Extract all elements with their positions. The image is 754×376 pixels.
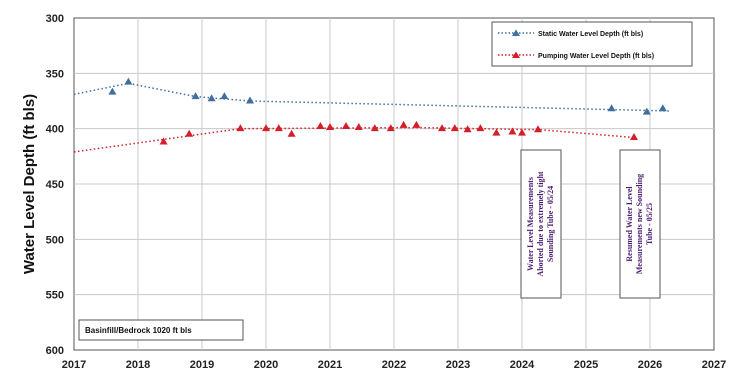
annotation-aborted-line-2: Aborted due to extremely tight — [536, 171, 545, 277]
x-tick-label: 2027 — [702, 359, 726, 371]
static-data-point — [220, 92, 229, 100]
pumping-data-point — [386, 124, 395, 132]
y-tick-label: 300 — [46, 13, 64, 25]
y-tick-label: 450 — [46, 179, 64, 191]
annotation-box-aborted — [520, 149, 562, 299]
annotation-resumed-line-1: Resumed Water Level — [625, 186, 634, 262]
x-tick-label: 2026 — [638, 359, 662, 371]
y-tick-label: 500 — [46, 234, 64, 246]
pumping-data-point — [412, 120, 421, 128]
y-tick-label: 400 — [46, 124, 64, 136]
static-data-point — [607, 104, 616, 112]
pumping-data-point — [438, 124, 446, 132]
pumping-data-point — [463, 125, 472, 133]
x-tick-label: 2021 — [318, 359, 342, 371]
x-tick-label: 2017 — [62, 359, 86, 371]
static-data-point — [658, 104, 667, 112]
x-tick-label: 2018 — [126, 359, 150, 371]
legend-pumping-marker — [512, 51, 520, 58]
annotation-aborted-line-3: Sounding Tube - 05/24 — [546, 186, 555, 262]
x-tick-label: 2019 — [190, 359, 214, 371]
static-data-point — [207, 94, 216, 102]
pumping-data-point — [630, 133, 638, 141]
y-tick-label: 550 — [46, 290, 64, 302]
x-tick-label: 2020 — [254, 359, 278, 371]
static-data-point — [108, 87, 117, 95]
data-markers — [108, 77, 667, 145]
x-tick-label: 2022 — [382, 359, 406, 371]
pumping-data-point — [370, 124, 379, 132]
pumping-data-point — [185, 129, 194, 137]
pumping-data-point — [476, 124, 485, 132]
pumping-data-point — [450, 124, 459, 132]
static-data-point — [124, 77, 133, 85]
tick-labels: 2017 2018 2019 2020 2021 2022 2023 2024 2025 2026… — [46, 13, 727, 371]
pumping-data-point — [399, 120, 408, 128]
legend-static-label: Static Water Level Depth (ft bls) — [538, 31, 643, 38]
aquifer-label-box — [78, 319, 244, 341]
legend — [491, 21, 693, 67]
pumping-data-point — [287, 129, 296, 137]
annotation-box-resumed — [619, 149, 661, 299]
y-tick-label: 600 — [46, 345, 64, 357]
pumping-data-point — [326, 123, 334, 131]
pumping-data-point — [354, 123, 363, 131]
pumping-data-point — [262, 124, 270, 132]
annotation-resumed-line-3: Tube - 05/25 — [645, 203, 654, 245]
static-data-point — [191, 92, 200, 100]
x-tick-label: 2024 — [510, 359, 535, 371]
annotation-resumed-line-2: Measurements new Sounding — [635, 174, 644, 274]
pumping-data-point — [534, 125, 542, 133]
pumping-data-point — [316, 121, 325, 129]
aquifer-label: Basinfill/Bedrock 1020 ft bls — [85, 326, 192, 335]
pumping-data-point — [518, 128, 526, 136]
y-tick-label: 350 — [46, 68, 64, 80]
pumping-data-point — [508, 127, 517, 135]
pumping-data-point — [274, 124, 283, 132]
static-data-point — [642, 107, 651, 115]
pumping-data-point — [342, 121, 350, 129]
legend-static-marker — [512, 29, 520, 36]
x-tick-label: 2025 — [574, 359, 598, 371]
static-data-point — [246, 96, 254, 104]
x-tick-label: 2023 — [446, 359, 470, 371]
pumping-data-point — [236, 124, 245, 132]
y-axis-label: Water Level Depth (ft bls) — [21, 94, 38, 274]
annotation-aborted-line-1: Water Level Measurements — [526, 177, 535, 271]
pumping-data-point — [492, 128, 501, 136]
pumping-data-point — [159, 137, 168, 145]
legend-pumping-label: Pumping Water Level Depth (ft bls) — [538, 53, 654, 60]
